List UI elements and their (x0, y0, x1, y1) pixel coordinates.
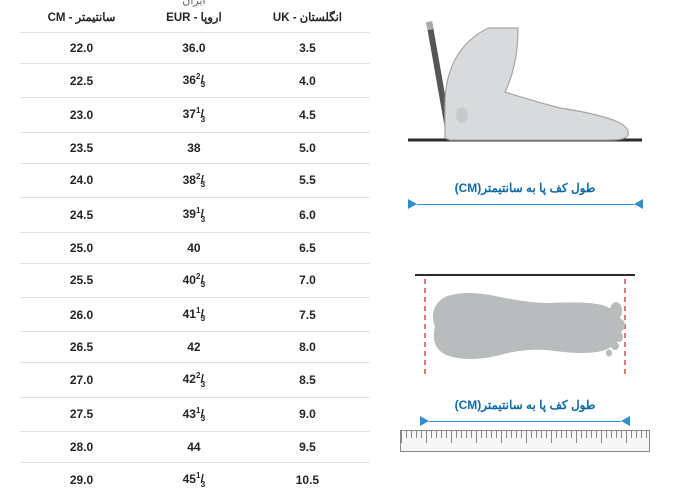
col-header-uk: UK - انگلستان (245, 4, 370, 33)
cell-uk: 8.5 (245, 363, 370, 397)
col-header-cm: CM - سانتیمتر (20, 4, 143, 33)
cell-eur: 411/3 (143, 297, 245, 331)
cell-cm: 23.0 (20, 98, 143, 132)
cell-uk: 4.5 (245, 98, 370, 132)
diagrams-column: طول کف پا به سانتیمتر(CM) طول کف پا به س… (370, 0, 685, 500)
cell-uk: 6.5 (245, 232, 370, 263)
cell-eur: 44 (143, 432, 245, 463)
table-row: 23.0371/34.5 (20, 98, 370, 132)
diagram1-caption-text: طول کف پا به سانتیمتر (481, 181, 595, 195)
cell-uk: 7.5 (245, 297, 370, 331)
cell-cm: 23.5 (20, 132, 143, 163)
cell-cm: 27.5 (20, 397, 143, 431)
size-table: CM - سانتیمتر ایران EUR - اروپا UK - انگ… (20, 4, 370, 497)
diagram-foot-side: طول کف پا به سانتیمتر(CM) (390, 10, 660, 209)
cell-cm: 28.0 (20, 432, 143, 463)
table-row: 29.0451/310.5 (20, 463, 370, 497)
footprint-svg (390, 267, 660, 387)
cell-uk: 10.5 (245, 463, 370, 497)
cell-eur: 422/3 (143, 363, 245, 397)
cell-eur: 391/3 (143, 198, 245, 232)
ruler (400, 430, 650, 452)
cell-cm: 22.0 (20, 33, 143, 64)
table-row: 22.036.03.5 (20, 33, 370, 64)
diagram2-caption-cm: (CM) (455, 398, 482, 412)
cell-uk: 3.5 (245, 33, 370, 64)
cell-uk: 8.0 (245, 332, 370, 363)
table-row: 25.0406.5 (20, 232, 370, 263)
cell-uk: 9.0 (245, 397, 370, 431)
cell-cm: 25.0 (20, 232, 143, 263)
diagram2-caption: طول کف پا به سانتیمتر(CM) (390, 398, 660, 412)
size-table-column: CM - سانتیمتر ایران EUR - اروپا UK - انگ… (0, 0, 370, 500)
diagram1-caption: طول کف پا به سانتیمتر(CM) (390, 181, 660, 195)
table-row: 23.5385.0 (20, 132, 370, 163)
table-row: 22.5362/34.0 (20, 64, 370, 98)
cell-cm: 29.0 (20, 463, 143, 497)
diagram-footprint: طول کف پا به سانتیمتر(CM) (390, 267, 660, 452)
diagram2-arrow (420, 416, 630, 426)
cell-eur: 431/3 (143, 397, 245, 431)
cell-uk: 6.0 (245, 198, 370, 232)
table-row: 25.5402/37.0 (20, 263, 370, 297)
cell-cm: 26.5 (20, 332, 143, 363)
cell-uk: 5.5 (245, 163, 370, 197)
cell-eur: 40 (143, 232, 245, 263)
diagram1-caption-cm: (CM) (455, 181, 482, 195)
table-row: 27.0422/38.5 (20, 363, 370, 397)
cell-eur: 362/3 (143, 64, 245, 98)
col-header-eur-sup: ایران (182, 0, 205, 7)
diagram2-caption-text: طول کف پا به سانتیمتر (481, 398, 595, 412)
cell-cm: 26.0 (20, 297, 143, 331)
cell-eur: 402/3 (143, 263, 245, 297)
diagram1-arrow (408, 199, 643, 209)
col-header-eur: ایران EUR - اروپا (143, 4, 245, 33)
cell-eur: 451/3 (143, 463, 245, 497)
cell-eur: 38 (143, 132, 245, 163)
table-row: 26.0411/37.5 (20, 297, 370, 331)
cell-cm: 22.5 (20, 64, 143, 98)
table-row: 26.5428.0 (20, 332, 370, 363)
cell-eur: 42 (143, 332, 245, 363)
cell-cm: 24.5 (20, 198, 143, 232)
table-row: 27.5431/39.0 (20, 397, 370, 431)
cell-cm: 25.5 (20, 263, 143, 297)
table-row: 24.0382/35.5 (20, 163, 370, 197)
cell-uk: 9.5 (245, 432, 370, 463)
cell-cm: 24.0 (20, 163, 143, 197)
cell-eur: 36.0 (143, 33, 245, 64)
cell-eur: 382/3 (143, 163, 245, 197)
cell-uk: 5.0 (245, 132, 370, 163)
foot-side-svg (390, 10, 660, 170)
table-row: 28.0449.5 (20, 432, 370, 463)
cell-uk: 7.0 (245, 263, 370, 297)
cell-eur: 371/3 (143, 98, 245, 132)
table-row: 24.5391/36.0 (20, 198, 370, 232)
cell-cm: 27.0 (20, 363, 143, 397)
cell-uk: 4.0 (245, 64, 370, 98)
